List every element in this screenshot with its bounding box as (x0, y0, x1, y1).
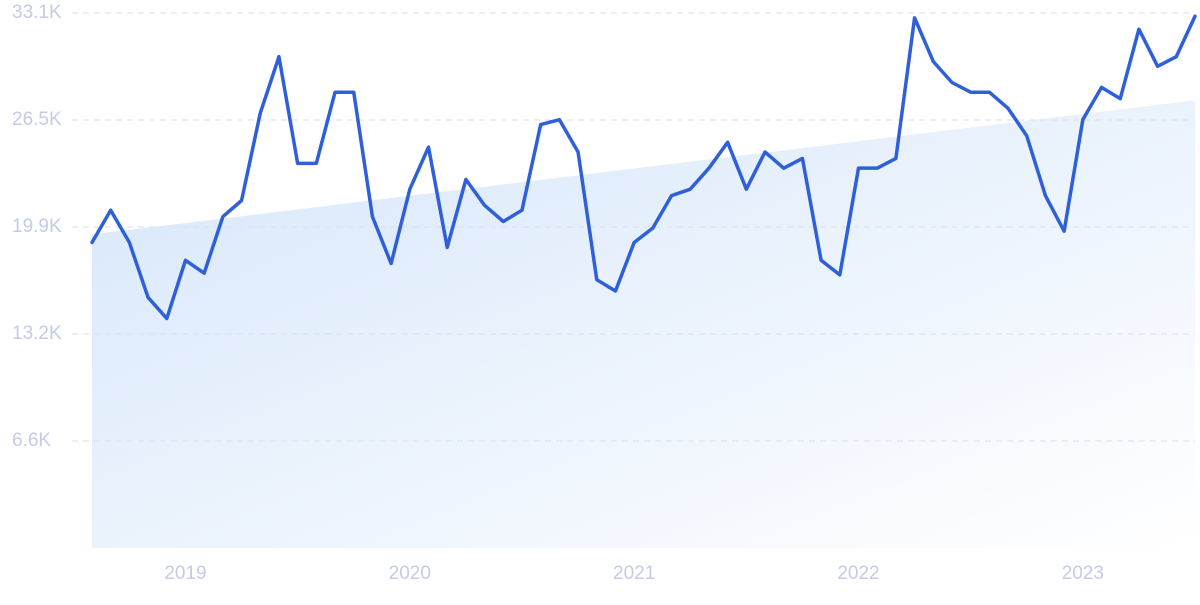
trend-area (92, 100, 1195, 548)
x-tick-label: 2020 (389, 563, 431, 584)
y-tick-label: 33.1K (12, 2, 62, 23)
y-tick-label: 13.2K (12, 323, 62, 344)
x-tick-label: 2023 (1062, 563, 1104, 584)
y-tick-label: 6.6K (12, 430, 51, 451)
x-tick-label: 2021 (613, 563, 655, 584)
x-tick-label: 2022 (837, 563, 879, 584)
data-line (90, 14, 1197, 321)
y-tick-label: 19.9K (12, 216, 62, 237)
x-tick-label: 2019 (164, 563, 206, 584)
y-tick-label: 26.5K (12, 109, 62, 130)
